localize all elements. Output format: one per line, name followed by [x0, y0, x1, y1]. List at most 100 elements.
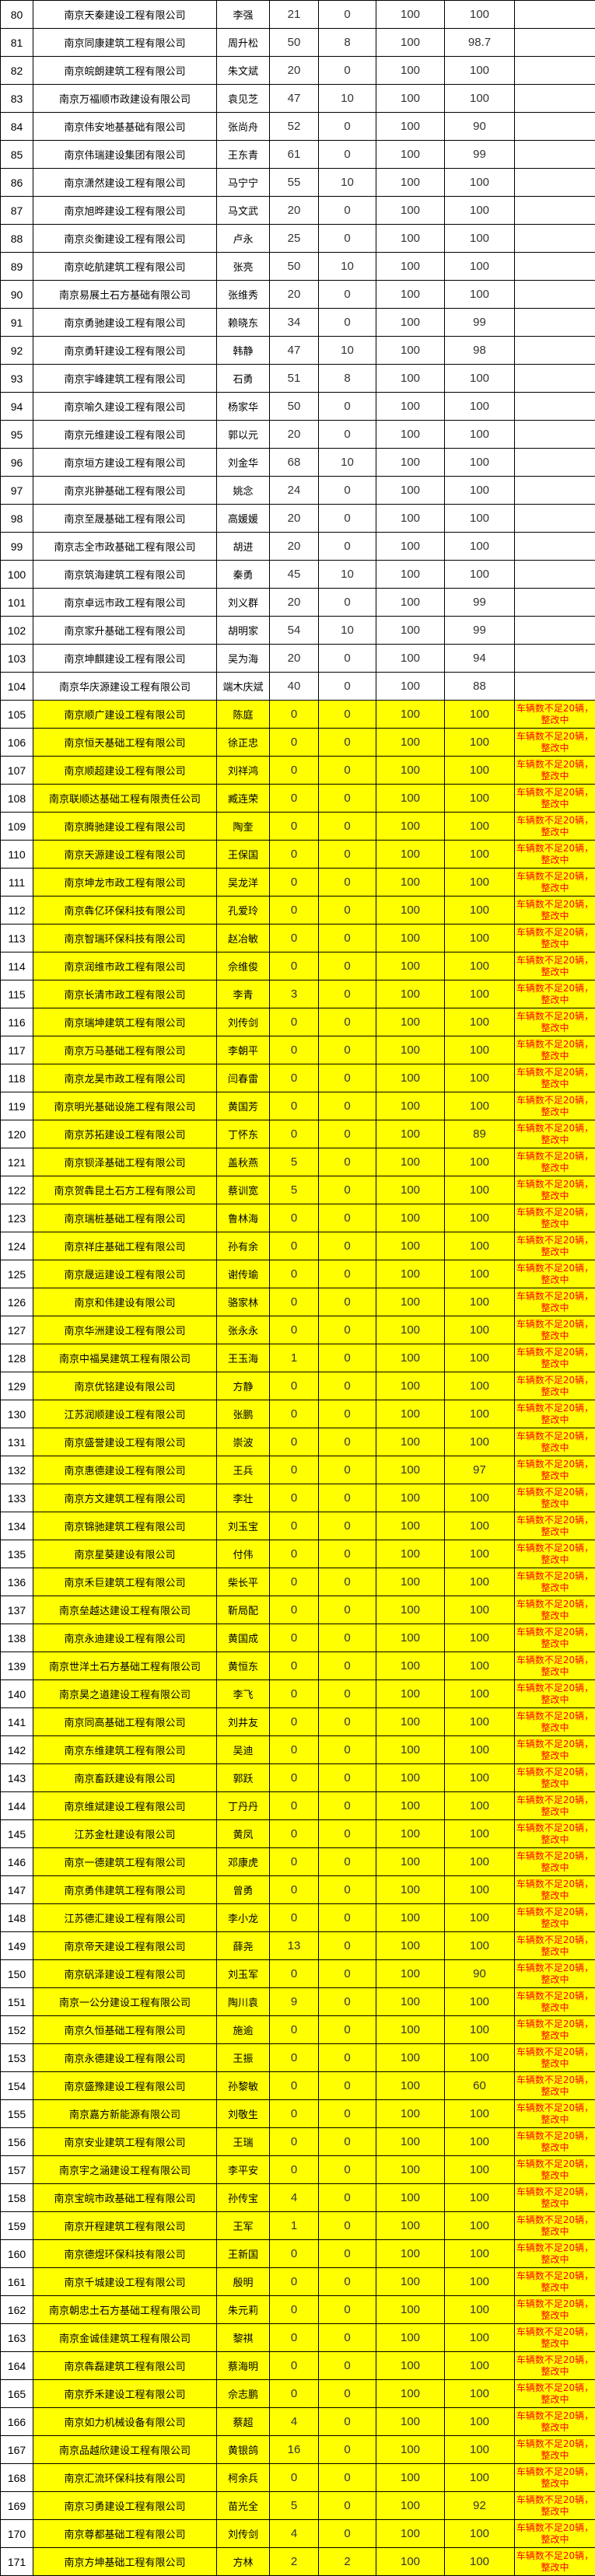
table-row: 90 南京易展土石方基础有限公司 张维秀 20 0 100 100	[0, 280, 595, 309]
remark	[514, 140, 595, 169]
score-d: 100	[444, 1428, 515, 1456]
score-c: 100	[376, 2071, 445, 2100]
score-c: 100	[376, 1679, 445, 1708]
score-d: 100	[444, 2099, 515, 2128]
table-row: 118 南京龙昊市政工程有限公司 闫春雷 0 0 100 100 车辆数不足20辆，整改中	[0, 1064, 595, 1092]
contact-person: 蔡超	[216, 2407, 270, 2436]
score-b: 0	[318, 420, 376, 449]
row-index: 160	[0, 2239, 33, 2268]
score-a: 0	[269, 1316, 319, 1344]
contact-person: 孙传宝	[216, 2183, 270, 2212]
contact-person: 胡明家	[216, 616, 270, 645]
score-c: 100	[376, 2435, 445, 2464]
table-row: 122 南京贺犇昆土石方工程有限公司 蔡训宽 5 0 100 100 车辆数不足20辆，整改中	[0, 1176, 595, 1204]
score-b: 0	[318, 2239, 376, 2268]
contact-person: 卢永	[216, 224, 270, 253]
score-c: 100	[376, 28, 445, 57]
score-b: 10	[318, 84, 376, 113]
company-name: 南京瑞坤建筑工程有限公司	[33, 1008, 217, 1036]
company-name: 南京志全市政基础工程有限公司	[33, 532, 217, 561]
score-d: 99	[444, 588, 515, 617]
company-name: 南京垣方建设工程有限公司	[33, 448, 217, 477]
row-index: 133	[0, 1484, 33, 1512]
contact-person: 刘义群	[216, 588, 270, 617]
company-name: 南京汇流环保科技有限公司	[33, 2463, 217, 2492]
table-row: 93 南京宇峰建筑工程有限公司 石勇 51 8 100 100	[0, 364, 595, 393]
contact-person: 王保国	[216, 840, 270, 869]
contact-person: 蔡海明	[216, 2351, 270, 2380]
contact-person: 佘维俊	[216, 952, 270, 980]
score-d: 100	[444, 2183, 515, 2212]
row-index: 146	[0, 1847, 33, 1876]
row-index: 90	[0, 280, 33, 309]
contact-person: 朱元莉	[216, 2295, 270, 2324]
score-b: 0	[318, 588, 376, 617]
score-b: 0	[318, 1819, 376, 1848]
score-d: 100	[444, 364, 515, 393]
score-d: 100	[444, 840, 515, 869]
row-index: 101	[0, 588, 33, 617]
score-a: 5	[269, 1148, 319, 1176]
score-c: 100	[376, 1875, 445, 1904]
score-d: 100	[444, 1819, 515, 1848]
score-a: 0	[269, 1008, 319, 1036]
score-c: 100	[376, 1008, 445, 1036]
score-c: 100	[376, 700, 445, 729]
score-a: 0	[269, 2323, 319, 2352]
company-name: 南京皖朗建筑工程有限公司	[33, 56, 217, 85]
row-index: 137	[0, 1596, 33, 1624]
score-c: 100	[376, 868, 445, 897]
company-name: 南京钡泽基础工程有限公司	[33, 1148, 217, 1176]
score-b: 0	[318, 1316, 376, 1344]
remark: 车辆数不足20辆，整改中	[514, 1987, 595, 2016]
score-c: 100	[376, 1400, 445, 1428]
contact-person: 方静	[216, 1372, 270, 1400]
score-a: 0	[269, 1484, 319, 1512]
table-row: 138 南京永迪建设工程有限公司 黄国成 0 0 100 100 车辆数不足20辆，整改中	[0, 1624, 595, 1652]
score-a: 2	[269, 2547, 319, 2576]
score-c: 100	[376, 1036, 445, 1064]
contact-person: 蔡训宽	[216, 1176, 270, 1204]
score-c: 100	[376, 784, 445, 813]
row-index: 86	[0, 168, 33, 197]
company-name: 南京潇然建设工程有限公司	[33, 168, 217, 197]
table-row: 170 南京尊都基础工程有限公司 刘传剑 4 0 100 100 车辆数不足20辆，整改中	[0, 2519, 595, 2548]
score-a: 0	[269, 1959, 319, 1988]
row-index: 142	[0, 1735, 33, 1764]
remark: 车辆数不足20辆，整改中	[514, 1959, 595, 1988]
contact-person: 王兵	[216, 1456, 270, 1484]
score-b: 0	[318, 1260, 376, 1288]
score-a: 0	[269, 1372, 319, 1400]
table-row: 146 南京一德建筑工程有限公司 邓康虎 0 0 100 100 车辆数不足20辆，整改中	[0, 1847, 595, 1876]
score-d: 100	[444, 1008, 515, 1036]
contact-person: 周升松	[216, 28, 270, 57]
table-row: 113 南京智瑞环保科技有限公司 赵冶敏 0 0 100 100 车辆数不足20辆，整改中	[0, 924, 595, 952]
contact-person: 王玉海	[216, 1344, 270, 1372]
score-d: 100	[444, 1707, 515, 1736]
table-row: 91 南京勇驰建设工程有限公司 赖晓东 34 0 100 99	[0, 308, 595, 337]
row-index: 145	[0, 1819, 33, 1848]
score-d: 100	[444, 84, 515, 113]
table-row: 139 南京世洋土石方基础工程有限公司 黄恒东 0 0 100 100 车辆数不足20辆，整改…	[0, 1652, 595, 1680]
table-row: 159 南京开程建筑工程有限公司 王军 1 0 100 100 车辆数不足20辆，整改中	[0, 2211, 595, 2240]
score-c: 100	[376, 168, 445, 197]
row-index: 135	[0, 1540, 33, 1568]
contact-person: 陶川袁	[216, 1987, 270, 2016]
company-name: 南京旭晔建设工程有限公司	[33, 196, 217, 225]
score-d: 100	[444, 1568, 515, 1596]
score-a: 20	[269, 196, 319, 225]
score-c: 100	[376, 616, 445, 645]
score-c: 100	[376, 1707, 445, 1736]
row-index: 104	[0, 672, 33, 701]
remark: 车辆数不足20辆，整改中	[514, 2127, 595, 2156]
score-a: 1	[269, 2211, 319, 2240]
company-name: 江苏金杜建设有限公司	[33, 1819, 217, 1848]
remark: 车辆数不足20辆，整改中	[514, 1791, 595, 1820]
table-row: 125 南京晟运建设工程有限公司 谢传瑜 0 0 100 100 车辆数不足20辆，整改中	[0, 1260, 595, 1288]
score-d: 100	[444, 1903, 515, 1932]
score-c: 100	[376, 1344, 445, 1372]
score-b: 0	[318, 1204, 376, 1232]
score-a: 0	[269, 2239, 319, 2268]
remark: 车辆数不足20辆，整改中	[514, 2155, 595, 2184]
company-name: 南京同高基础工程有限公司	[33, 1707, 217, 1736]
